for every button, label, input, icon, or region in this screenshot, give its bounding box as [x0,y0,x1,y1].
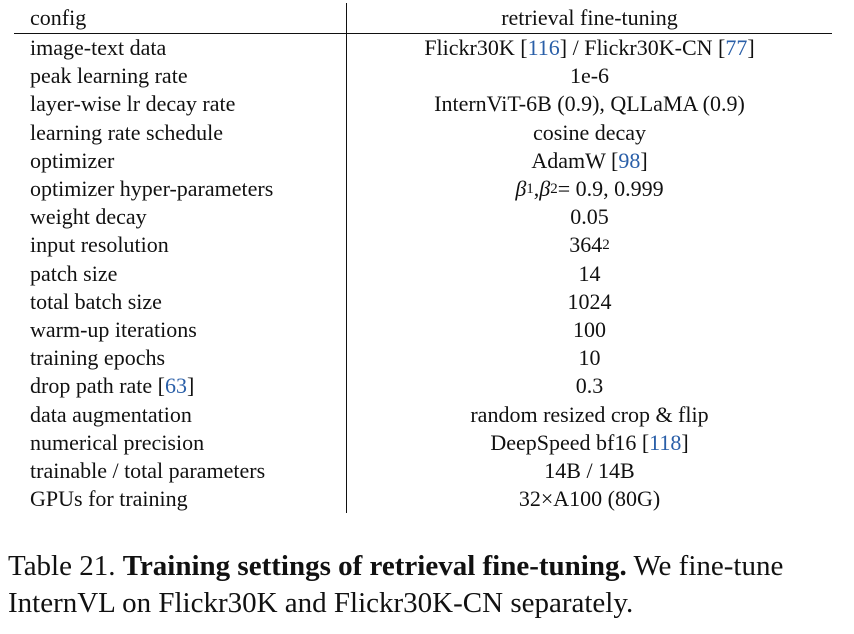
row-value: 10 [578,345,601,371]
value-text: 364 [569,232,603,258]
table-row: peak learning rate 1e-6 [14,62,832,91]
header-value: retrieval fine-tuning [501,5,678,30]
citation-link[interactable]: 63 [165,373,187,399]
table-row: warm-up iterations 100 [14,315,832,345]
row-value: InternViT-6B (0.9), QLLaMA (0.9) [434,91,745,117]
row-config: numerical precision [14,428,347,457]
settings-table: config retrieval fine-tuning image-text … [14,3,832,514]
row-config: data augmentation [14,400,347,429]
row-value: Flickr30K [116] / Flickr30K-CN [77] [347,34,832,62]
caption-text: We fine-tune InternVL on Flickr30K and F… [8,550,784,619]
citation-link[interactable]: 77 [725,35,748,61]
caption-bold: Training settings of retrieval fine-tuni… [122,550,627,582]
table-row: total batch size 1024 [14,287,832,316]
value-text: DeepSpeed bf16 [ [490,429,650,455]
value-text: ] / Flickr30K-CN [ [559,35,726,61]
value-text: , [533,176,540,202]
value-text: ] [640,147,648,173]
row-value: 364 2 [569,232,610,258]
table-row: optimizer AdamW [98] [14,146,832,175]
table-caption: Table 21. Training settings of retrieval… [8,548,848,622]
table-header: config retrieval fine-tuning [14,3,832,34]
row-config: weight decay [14,203,347,232]
table-row: patch size 14 [14,259,832,288]
row-value: DeepSpeed bf16 [118] [347,429,832,457]
row-config: input resolution [14,231,347,260]
citation-link[interactable]: 118 [649,429,682,455]
table-row: weight decay 0.05 [14,203,832,232]
row-config: GPUs for training [14,485,347,514]
row-value: random resized crop & flip [470,401,709,427]
row-value: 1024 [567,288,612,314]
row-config: patch size [14,259,347,288]
row-value: 14 [578,260,601,286]
value-text: AdamW [ [531,147,619,173]
row-value: 1e-6 [569,63,610,89]
beta-symbol: β [539,176,551,202]
value-text: = 0.9, 0.999 [557,176,664,202]
row-value: 0.05 [570,204,609,230]
table-row: numerical precision DeepSpeed bf16 [118] [14,428,832,457]
row-value: 0.3 [575,373,604,399]
table-row: training epochs 10 [14,344,832,373]
row-config: learning rate schedule [14,118,347,147]
row-value: 100 [573,316,606,342]
row-value: cosine decay [533,119,646,145]
table-row: learning rate schedule cosine decay [14,118,832,147]
row-config: warm-up iterations [14,315,347,345]
table-row: data augmentation random resized crop & … [14,400,832,429]
config-text: ] [187,373,195,399]
value-text: Flickr30K [ [424,35,528,61]
value-text: ] [747,35,755,61]
table-row: image-text data Flickr30K [116] / Flickr… [14,34,832,63]
table-row: input resolution 364 2 [14,231,832,260]
config-text: drop path rate [ [30,373,165,399]
row-value: 14B / 14B [544,457,635,483]
value-text: ] [681,429,689,455]
row-config: trainable / total parameters [14,456,347,485]
row-config: peak learning rate [14,62,347,91]
row-config: optimizer [14,146,347,175]
row-config: image-text data [14,34,347,63]
table-row: GPUs for training 32×A100 (80G) [14,485,832,514]
row-config: layer-wise lr decay rate [14,90,347,119]
caption-label: Table 21. [8,550,116,582]
header-config: config [14,3,347,33]
row-value: AdamW [98] [347,147,832,175]
row-value: 32×A100 (80G) [518,486,661,512]
table-row: drop path rate [63] 0.3 [14,372,832,401]
table-row: trainable / total parameters 14B / 14B [14,456,832,485]
beta-symbol: β [515,176,527,202]
citation-link[interactable]: 116 [527,35,560,61]
row-config: total batch size [14,287,347,316]
row-config: training epochs [14,344,347,373]
row-config: optimizer hyper-parameters [14,174,347,204]
citation-link[interactable]: 98 [618,147,641,173]
table-row: layer-wise lr decay rate InternViT-6B (0… [14,90,832,119]
row-config: drop path rate [63] [14,372,347,401]
